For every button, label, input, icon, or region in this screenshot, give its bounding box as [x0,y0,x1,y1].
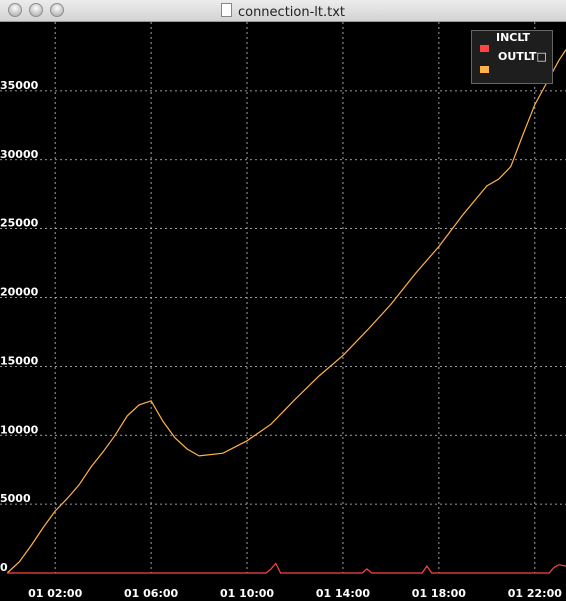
title-bar[interactable]: connection-lt.txt [0,0,566,22]
window-title-wrap: connection-lt.txt [0,3,566,20]
close-button[interactable] [8,3,22,17]
minimize-button[interactable] [29,3,43,17]
document-icon [220,3,232,17]
y-tick-label: 20000 [0,286,39,299]
window-title: connection-lt.txt [237,5,346,20]
y-tick-label: 25000 [0,217,39,230]
legend-label: OUTLT□ [498,50,547,63]
y-tick-label: 15000 [0,354,39,367]
x-tick-label: 01 18:00 [412,587,466,600]
x-tick-label: 01 10:00 [220,587,274,600]
legend-swatch-inclt [480,45,489,52]
x-tick-label: 01 22:00 [508,587,562,600]
chart-legend: INCLT OUTLT□ [471,30,553,84]
series-line-outlt [6,49,566,574]
series-lines [6,49,566,574]
series-line-inclt [7,562,566,574]
y-tick-labels: 0 5000 10000 15000 20000 25000 30000 35000 [0,79,39,574]
x-tick-label: 01 02:00 [28,587,82,600]
y-tick-label: 10000 [0,423,39,436]
x-tick-label: 01 14:00 [316,587,370,600]
y-tick-label: 35000 [0,79,39,92]
legend-title: INCLT [496,31,531,44]
zoom-button[interactable] [50,3,64,17]
chart-plot: 0 5000 10000 15000 20000 25000 30000 35000 01 0… [0,22,566,600]
legend-swatch-outlt [480,66,489,73]
grid-lines [0,22,566,573]
y-tick-label: 5000 [0,492,31,505]
x-tick-labels: 01 02:00 01 06:00 01 10:00 01 14:00 01 18:00… [28,587,562,600]
x-tick-label: 01 06:00 [124,587,178,600]
y-tick-label: 0 [0,561,8,574]
y-tick-label: 30000 [0,148,39,161]
